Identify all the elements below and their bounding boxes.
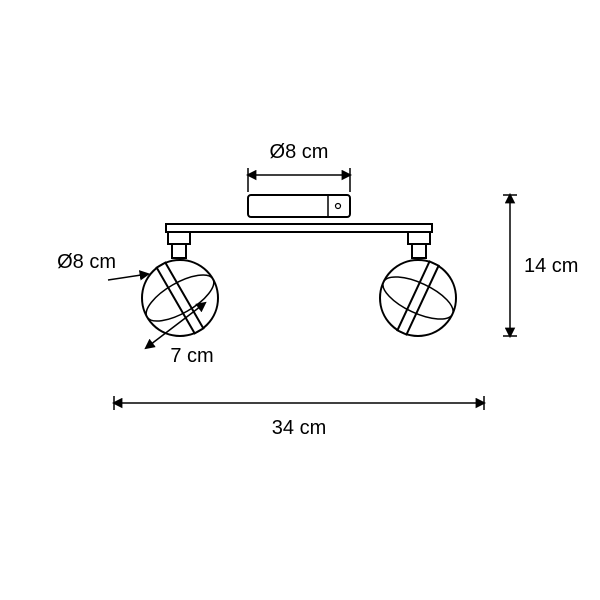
right-joint bbox=[408, 232, 430, 258]
left-lamp-globe bbox=[128, 246, 232, 350]
dim-depth-label: 7 cm bbox=[170, 345, 213, 367]
dim-plate-label: Ø8 cm bbox=[270, 141, 329, 163]
mount-plate bbox=[248, 195, 350, 217]
right-lamp-globe bbox=[377, 260, 459, 336]
dim-height: 14 cm bbox=[503, 195, 578, 336]
cross-bar bbox=[166, 224, 432, 232]
dim-width-label: 34 cm bbox=[272, 417, 326, 439]
left-joint bbox=[168, 232, 190, 258]
dim-plate-diameter: Ø8 cm bbox=[248, 141, 350, 192]
dim-width: 34 cm bbox=[114, 396, 484, 439]
dim-globe-label: Ø8 cm bbox=[57, 251, 116, 273]
dim-globe-diameter: Ø8 cm bbox=[57, 251, 148, 280]
technical-drawing: Ø8 cm 34 cm 14 cm Ø8 cm 7 cm bbox=[0, 0, 600, 600]
dim-height-label: 14 cm bbox=[524, 255, 578, 277]
